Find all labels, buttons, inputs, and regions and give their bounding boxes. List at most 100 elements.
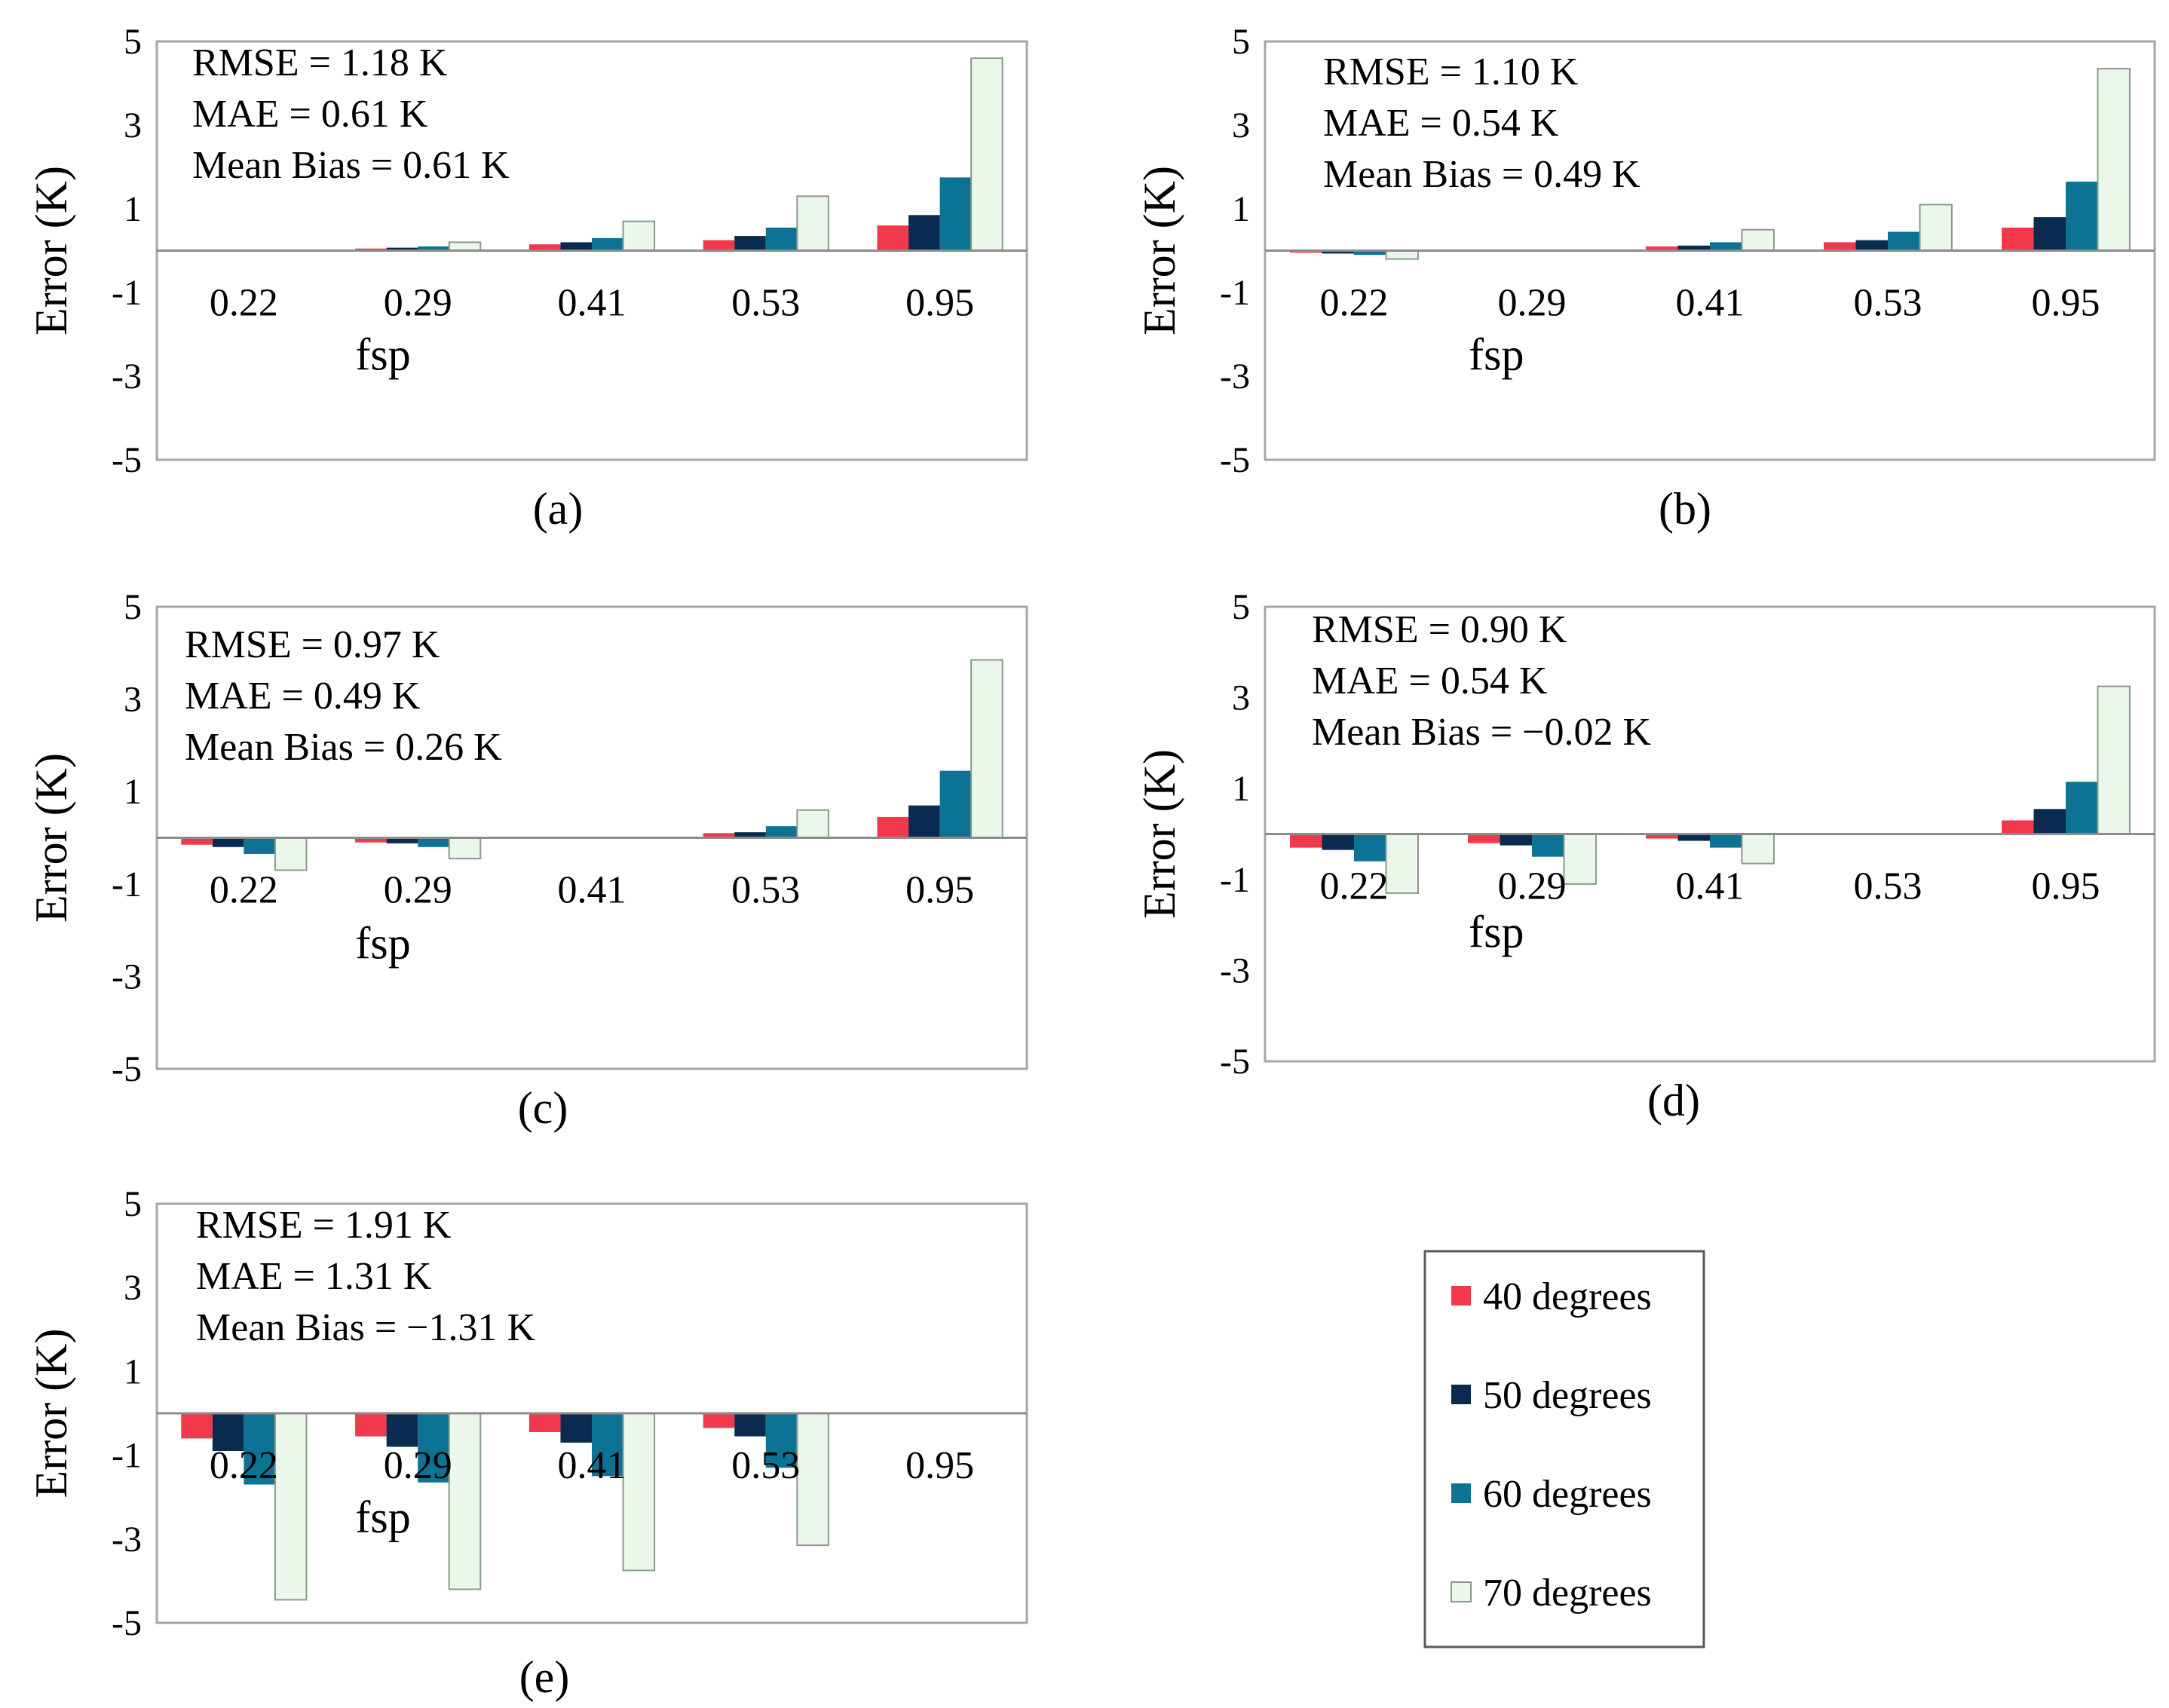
legend-swatch-60 — [1451, 1483, 1471, 1503]
bar-0.53-50-degrees — [1855, 240, 1888, 251]
y-tick-label: 1 — [124, 772, 142, 812]
bar-0.29-60-degrees — [1532, 834, 1564, 857]
stats-annotation: MAE = 0.49 K — [185, 675, 421, 718]
bar-0.41-50-degrees — [560, 242, 592, 251]
bar-0.95-40-degrees — [877, 816, 909, 838]
x-tick-label: 0.41 — [1676, 865, 1745, 908]
bar-0.29-40-degrees — [355, 1413, 387, 1437]
x-tick-label: 0.22 — [1320, 282, 1389, 325]
bar-0.41-60-degrees — [1710, 834, 1742, 848]
bar-0.29-60-degrees — [418, 246, 449, 251]
x-tick-label: 0.29 — [384, 282, 452, 325]
bar-0.95-50-degrees — [908, 215, 940, 251]
stats-annotation: Mean Bias = 0.61 K — [192, 144, 510, 187]
bar-0.53-70-degrees — [1919, 204, 1953, 252]
panel-caption: (d) — [1647, 1076, 1700, 1125]
legend-box — [1423, 1250, 1705, 1648]
stats-annotation: RMSE = 1.91 K — [196, 1204, 452, 1247]
legend-label-60: 60 degrees — [1483, 1473, 1652, 1516]
y-tick-label: 3 — [1232, 106, 1250, 145]
bar-0.95-50-degrees — [908, 805, 940, 838]
bar-0.95-70-degrees — [970, 57, 1003, 252]
bar-0.95-60-degrees — [939, 770, 972, 838]
bar-0.22-40-degrees — [181, 837, 213, 845]
y-tick-label: 1 — [124, 189, 142, 229]
bar-0.53-40-degrees — [1824, 242, 1856, 251]
y-tick-label: -3 — [1220, 950, 1250, 990]
x-tick-label: 0.53 — [731, 869, 800, 912]
bar-0.29-70-degrees — [448, 1413, 482, 1590]
legend-label-70: 70 degrees — [1483, 1572, 1652, 1615]
x-tick-label: 0.41 — [558, 282, 626, 325]
legend-label-40: 40 degrees — [1483, 1275, 1652, 1318]
panel-b: 5 3 1 -1 -3 -5 Error (K) 0.22 0.29 0.41 0.53 0.95 fs… — [1135, 22, 2156, 534]
legend-label-50: 50 degrees — [1483, 1374, 1652, 1417]
bar-0.41-40-degrees — [528, 244, 561, 251]
bar-0.29-70-degrees — [448, 837, 482, 860]
bar-0.41-50-degrees — [1677, 245, 1710, 251]
panel-d: 5 3 1 -1 -3 -5 Error (K) 0.22 0.29 0.41 0.53 0.95 fs… — [1135, 587, 2156, 1125]
bar-0.41-40-degrees — [1646, 246, 1678, 251]
bar-0.22-60-degrees — [244, 837, 275, 854]
y-tick-label: -1 — [1220, 273, 1250, 313]
y-tick-label: 1 — [124, 1351, 142, 1391]
y-axis-label: Error (K) — [26, 166, 76, 335]
bar-0.95-70-degrees — [2097, 68, 2131, 252]
bar-0.53-50-degrees — [734, 236, 766, 251]
stats-annotation: Mean Bias = −1.31 K — [196, 1306, 535, 1349]
bar-0.29-70-degrees — [448, 241, 482, 252]
bar-0.29-40-degrees — [1468, 834, 1500, 843]
x-tick-label: 0.41 — [558, 869, 626, 912]
panel-c: 5 3 1 -1 -3 -5 Error (K) 0.22 0.29 0.41 0.53 0.95 fs… — [26, 587, 1028, 1133]
bar-0.41-70-degrees — [1741, 833, 1775, 865]
panel-caption: (c) — [518, 1083, 568, 1133]
stats-annotation: MAE = 1.31 K — [196, 1255, 432, 1298]
x-tick-label: 0.29 — [1498, 865, 1567, 908]
bar-0.53-70-degrees — [796, 1413, 829, 1547]
bar-0.95-40-degrees — [877, 225, 909, 251]
y-tick-label: -3 — [112, 957, 142, 996]
x-axis-label: fsp — [1469, 330, 1524, 380]
bar-0.22-70-degrees — [274, 1413, 308, 1601]
x-tick-label: 0.22 — [210, 869, 278, 912]
x-tick-label: 0.22 — [210, 1444, 278, 1487]
x-axis-label: fsp — [355, 330, 410, 380]
legend-swatch-40 — [1451, 1286, 1471, 1305]
panel-e: 5 3 1 -1 -3 -5 Error (K) 0.22 0.29 0.41 0.53 0.95 fs… — [26, 1184, 1028, 1702]
y-tick-label: -1 — [112, 1436, 142, 1476]
bar-0.53-40-degrees — [703, 240, 735, 251]
stats-annotation: RMSE = 0.90 K — [1312, 608, 1567, 651]
bar-0.53-40-degrees — [703, 833, 735, 838]
bar-0.95-60-degrees — [2066, 782, 2098, 834]
x-axis-label: fsp — [355, 919, 410, 969]
y-axis-label: Error (K) — [1135, 749, 1184, 919]
bar-0.22-50-degrees — [1322, 250, 1354, 254]
y-tick-label: -3 — [1220, 357, 1250, 396]
legend: 40 degrees 50 degrees 60 degrees 70 degr… — [1423, 1250, 1705, 1648]
bar-0.41-60-degrees — [592, 237, 623, 251]
x-tick-label: 0.29 — [384, 1444, 452, 1487]
y-tick-label: -5 — [1220, 440, 1250, 480]
bar-0.41-70-degrees — [622, 1413, 656, 1572]
bar-0.29-60-degrees — [418, 837, 449, 847]
stats-annotation: MAE = 0.54 K — [1323, 102, 1559, 145]
legend-swatch-50 — [1451, 1385, 1471, 1404]
y-tick-label: 5 — [1232, 22, 1250, 62]
bar-0.95-50-degrees — [2033, 809, 2066, 834]
y-tick-label: 5 — [124, 1184, 142, 1224]
y-tick-label: -3 — [112, 1520, 142, 1560]
y-tick-label: 5 — [1232, 587, 1250, 627]
y-tick-label: -1 — [112, 865, 142, 905]
bar-0.95-70-degrees — [2097, 685, 2131, 835]
bar-0.41-50-degrees — [1677, 834, 1710, 841]
y-tick-label: -1 — [1220, 860, 1250, 900]
bar-0.22-50-degrees — [212, 837, 244, 847]
bar-0.95-60-degrees — [939, 177, 972, 251]
bar-0.22-40-degrees — [1290, 834, 1322, 848]
bar-0.95-60-degrees — [2066, 181, 2098, 251]
y-tick-label: 5 — [124, 587, 142, 627]
panel-caption: (a) — [533, 484, 584, 534]
y-tick-label: 1 — [1232, 189, 1250, 229]
bar-0.53-70-degrees — [796, 195, 829, 252]
